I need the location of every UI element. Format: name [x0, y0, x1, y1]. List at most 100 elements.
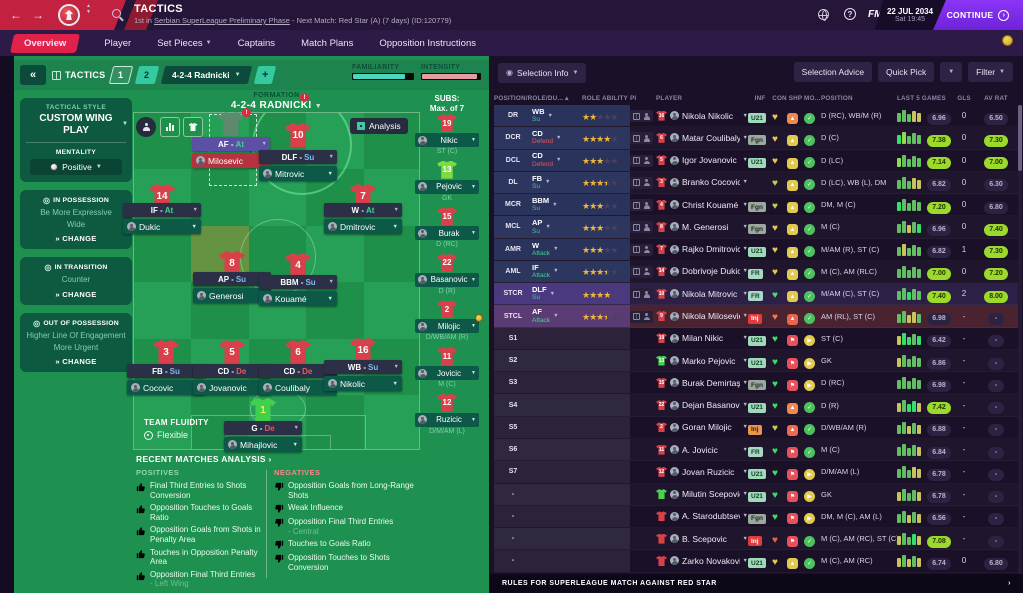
player-cell[interactable]: A. Starodubtsev ▼ — [656, 511, 748, 522]
row-role-dropdown[interactable]: AP Su ▼ — [532, 219, 582, 235]
player-role-bar[interactable]: IF - At ▼ — [123, 203, 201, 217]
column-header-position[interactable]: POSITION — [821, 95, 853, 102]
column-header-role-ability[interactable]: ROLE ABILITY — [582, 95, 628, 102]
pitch-player-cocovic[interactable]: 3FB - Su▼Cocovic▼ — [127, 340, 205, 396]
tactic-name-dropdown[interactable]: 4-2-4 Radnicki ▼ — [161, 66, 253, 84]
player-cell[interactable]: 10 Nikola Mitrovic ▼ — [656, 288, 748, 299]
table-row-nikolanikolic[interactable]: DR WB Su ▼ ★★★★★ 16 Nikola Nikolic ▼ U21 ♥ ▲ ✓ D (RC… — [494, 105, 1018, 127]
sub-name-bar[interactable]: Pejovic ▼ — [415, 179, 479, 194]
table-row-zarkonovakovic[interactable]: - Zarko Novakovic ▼ U21 ♥ ▲ ✓ M (C), AM (RC) 6.7… — [494, 550, 1018, 572]
player-view-button[interactable] — [136, 117, 156, 137]
formation-name-dropdown[interactable]: 4-2-4 RADNICKI ▼ — [230, 100, 323, 111]
player-cell[interactable]: 11 A. Jovicic ▼ — [656, 444, 748, 455]
sub-item-basanovic[interactable]: 22 Basanovic ▼ D (R) — [409, 253, 485, 295]
player-instructions-cell[interactable] — [630, 262, 656, 280]
table-row-ajovicic[interactable]: S6 11 A. Jovicic ▼ FR ♥ ⚑ ✓ M (C) 6.84 - - — [494, 438, 1018, 461]
stats-view-button[interactable] — [160, 117, 180, 137]
column-header-position-role-du-[interactable]: POSITION/ROLE/DU... ▴ — [494, 95, 569, 102]
nav-tab-match-plans[interactable]: Match Plans — [301, 37, 354, 49]
player-name-bar[interactable]: Mitrovic ▼ — [259, 166, 337, 181]
tactic-slot-1[interactable]: 1 — [109, 66, 134, 84]
table-row-christkouame[interactable]: MCR BBM Su ▼ ★★★★★ 4 Christ Kouamé ▼ Fgn ♥ ▲ ✓ DM, M… — [494, 194, 1018, 216]
player-role-bar[interactable]: AF - At ▼ — [192, 137, 270, 151]
filter-dropdown[interactable]: Filter ▼ — [968, 62, 1013, 82]
search-icon[interactable] — [112, 9, 121, 18]
column-header-pi[interactable]: PI — [630, 95, 637, 102]
table-row-dejanbasanovic[interactable]: S4 22 Dejan Basanovic ▼ U21 ♥ ▲ ✓ D (R) 7.42 - - — [494, 394, 1018, 416]
player-cell[interactable]: 22 Dejan Basanovic ▼ — [656, 400, 748, 411]
row-role-dropdown[interactable]: BBM Su ▼ — [532, 196, 582, 212]
quick-pick-caret-button[interactable]: ▼ — [940, 62, 963, 82]
player-cell[interactable]: 15 Burak Demirtaş ▼ — [656, 377, 748, 388]
player-instructions-cell[interactable] — [630, 307, 656, 325]
nav-tab-set-pieces[interactable]: Set Pieces ▼ — [157, 37, 212, 49]
table-row-astarodubtsev[interactable]: - A. Starodubtsev ▼ Fgn ♥ ⚑ ▶ DM, M (C), AM (L)… — [494, 505, 1018, 528]
player-role-bar[interactable]: WB - Su ▼ — [324, 360, 402, 374]
pitch-player-mitrovic[interactable]: 10 DLF - Su ▼ Mitrovic ▼ — [259, 123, 337, 182]
tactic-slot-2[interactable]: 2 — [135, 66, 160, 84]
notification-coin-badge[interactable] — [1002, 35, 1013, 46]
column-header-con[interactable]: CON — [772, 95, 787, 102]
world-icon[interactable] — [818, 9, 829, 21]
player-instructions-cell[interactable] — [630, 218, 656, 236]
table-row-dobrivojedukic[interactable]: AML IF Attack ▼ ★★★★★ 14 Dobrivoje Dukic ▼ FR ♥ ▲ ✓… — [494, 260, 1018, 283]
player-cell[interactable]: B. Scepovic ▼ — [656, 533, 748, 544]
add-tactic-button[interactable]: + — [253, 66, 277, 84]
back-icon[interactable]: ← — [10, 8, 22, 22]
sub-name-bar[interactable]: Nikic ▼ — [415, 133, 479, 147]
sub-name-bar[interactable]: Ruzicic ▼ — [415, 412, 479, 427]
player-cell[interactable]: 5 Igor Jovanovic ▼ — [656, 155, 748, 166]
pitch-player-nikolic[interactable]: 16 WB - Su ▼ Nikolic ▼ — [324, 338, 402, 392]
sub-item-nikic[interactable]: 19 Nikic ▼ ST (C) — [409, 114, 485, 155]
match-rules-bar[interactable]: RULES FOR SUPERLEAGUE MATCH AGAINST RED … — [490, 574, 1023, 593]
pitch-player-dukic[interactable]: 14 IF - At ▼ Dukic ▼ — [123, 184, 201, 235]
column-header-shp[interactable]: SHP — [788, 95, 803, 102]
sub-item-jovicic[interactable]: 11 Jovicic ▼ M (C) — [409, 347, 485, 388]
player-cell[interactable]: 13 Marko Pejovic ▼ — [656, 355, 748, 366]
kit-view-button[interactable] — [183, 117, 203, 137]
sub-name-bar[interactable]: Burak ▼ — [415, 226, 479, 241]
player-name-bar[interactable]: Generosi▼ — [193, 288, 271, 303]
row-role-dropdown[interactable]: FB Su ▼ — [532, 174, 582, 190]
player-cell[interactable]: 6 Matar Coulibaly ▼ — [656, 132, 748, 143]
player-cell[interactable]: 16 Nikola Nikolic ▼ — [656, 110, 748, 121]
table-row-burakdemirtas[interactable]: S3 15 Burak Demirtaş ▼ Fgn ♥ ⚑ ▶ D (RC) 6.98 - - — [494, 372, 1018, 394]
player-cell[interactable]: 2 Goran Milojic ▼ — [656, 422, 748, 433]
player-cell[interactable]: 12 Jovan Ruzicic ▼ — [656, 466, 748, 477]
row-role-dropdown[interactable]: CD Defend ▼ — [532, 129, 582, 145]
player-instructions-cell[interactable] — [630, 173, 656, 191]
league-link[interactable]: Serbian SuperLeague Preliminary Phase — [154, 16, 290, 25]
nav-tab-overview[interactable]: Overview — [9, 33, 81, 53]
selection-info-dropdown[interactable]: ◉ Selection Info ▼ — [498, 62, 587, 83]
analysis-button[interactable]: Analysis — [350, 118, 408, 134]
player-cell[interactable]: 19 Milan Nikic ▼ — [656, 333, 748, 344]
player-role-bar[interactable]: W - At ▼ — [324, 203, 402, 217]
player-role-bar[interactable]: G - De ▼ — [224, 421, 302, 435]
sub-item-burak[interactable]: 15 Burak ▼ D (RC) — [409, 207, 485, 248]
player-role-bar[interactable]: BBM - Su ▼ — [259, 275, 337, 289]
nav-tab-player[interactable]: Player — [104, 37, 132, 49]
pitch-player-coulibaly[interactable]: 6CD - De▼Coulibaly▼ — [259, 340, 337, 396]
change-button[interactable]: » CHANGE — [55, 234, 97, 244]
table-row-bscepovic[interactable]: - B. Scepovic ▼ Inj ♥ ⚑ ✓ M (C), AM (RC), ST (C… — [494, 528, 1018, 550]
column-header-last-5-games[interactable]: LAST 5 GAMES — [897, 95, 946, 102]
scrollbar-thumb[interactable] — [1018, 105, 1022, 171]
pitch-player-generosi[interactable]: 8AP - Su▼Generosi▼ — [193, 251, 271, 304]
player-cell[interactable]: 14 Dobrivoje Dukic ▼ — [656, 266, 748, 277]
player-instructions-cell[interactable] — [630, 107, 656, 125]
mentality-dropdown[interactable]: Positive ▼ — [30, 159, 122, 175]
table-row-nikolamitrovic[interactable]: STCR DLF Su ▼ ★★★★★ 10 Nikola Mitrovic ▼ FR ♥ ▲ ✓ M/… — [494, 283, 1018, 306]
scrollbar[interactable] — [1018, 105, 1022, 593]
change-button[interactable]: » CHANGE — [55, 356, 97, 366]
sub-item-pejovic[interactable]: 13 Pejovic ▼ GK — [409, 160, 485, 202]
row-role-dropdown[interactable]: AF Attack ▼ — [532, 308, 582, 324]
player-name-bar[interactable]: Dukic ▼ — [123, 219, 201, 234]
club-crest[interactable] — [58, 4, 80, 26]
player-cell[interactable]: 4 Christ Kouamé ▼ — [656, 199, 748, 210]
row-role-dropdown[interactable]: WB Su ▼ — [532, 107, 582, 123]
player-name-bar[interactable]: Dmitrovic ▼ — [324, 219, 402, 234]
sub-name-bar[interactable]: Basanovic ▼ — [415, 272, 479, 287]
player-instructions-cell[interactable] — [630, 240, 656, 258]
